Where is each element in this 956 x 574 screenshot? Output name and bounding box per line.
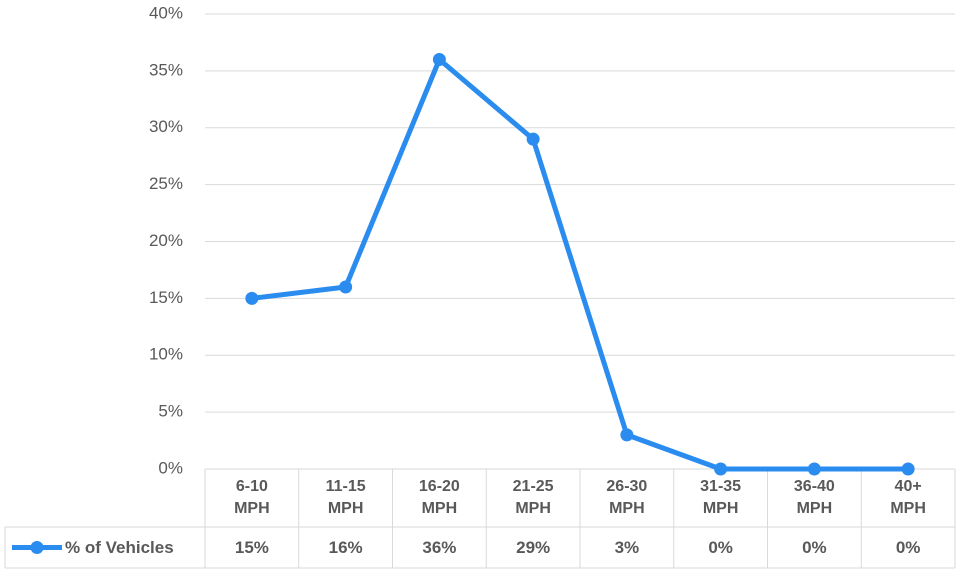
value-label: 29% xyxy=(516,538,550,557)
point xyxy=(526,132,540,146)
x-tick-label: 6-10 MPH xyxy=(234,478,270,517)
value-label: 15% xyxy=(235,538,269,557)
point xyxy=(245,291,259,305)
point xyxy=(620,428,634,442)
legend-label: % of Vehicles xyxy=(65,538,174,557)
point xyxy=(714,462,728,476)
x-tick-label: 40+ MPH xyxy=(890,478,926,517)
x-tick-label: 16-20 MPH xyxy=(418,478,460,517)
y-tick-label: 30% xyxy=(149,117,183,136)
value-label: 36% xyxy=(422,538,456,557)
value-label: 0% xyxy=(802,538,827,557)
y-tick-label: 0% xyxy=(158,458,183,477)
x-tick-label: 36-40 MPH xyxy=(793,478,835,517)
y-tick-label: 10% xyxy=(149,345,183,364)
x-tick-label: 21-25 MPH xyxy=(512,478,554,517)
x-tick-label: 31-35 MPH xyxy=(700,478,742,517)
series-line xyxy=(251,57,909,472)
y-tick-label: 35% xyxy=(149,60,183,79)
point xyxy=(432,53,446,66)
legend-marker xyxy=(30,541,44,554)
point xyxy=(339,280,353,294)
y-tick-label: 20% xyxy=(149,231,183,250)
y-tick-label: 25% xyxy=(149,174,183,193)
value-label: 0% xyxy=(896,538,921,557)
x-tick-label: 11-15 MPH xyxy=(325,478,366,517)
value-label: 16% xyxy=(329,538,363,557)
x-tick-label: 26-30 MPH xyxy=(606,478,648,517)
y-tick-label: 40% xyxy=(149,3,183,22)
y-tick-label: 5% xyxy=(158,402,183,421)
point xyxy=(901,462,915,476)
y-tick-label: 15% xyxy=(149,288,183,307)
value-label: 3% xyxy=(615,538,640,557)
value-label: 0% xyxy=(708,538,733,557)
point xyxy=(807,462,821,476)
